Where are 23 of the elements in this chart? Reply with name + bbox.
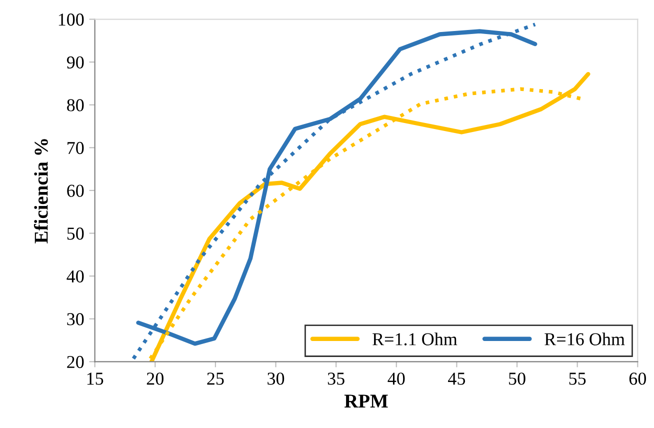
- x-tick-label: 15: [87, 372, 104, 385]
- y-tick-label: 100: [58, 14, 84, 26]
- y-tick-label: 40: [66, 270, 84, 282]
- legend-label: R=1.1 Ohm: [372, 332, 458, 346]
- y-tick-label: 80: [67, 99, 84, 112]
- x-tick-label: 20: [146, 372, 164, 385]
- y-tick-label: 30: [67, 313, 84, 326]
- x-tick-label: 35: [328, 372, 344, 385]
- x-tick-label: 60: [629, 372, 646, 385]
- x-tick-label: 25: [207, 372, 224, 385]
- y-tick-label: 90: [66, 56, 84, 68]
- y-tick-label: 20: [67, 356, 84, 368]
- x-tick-label: 55: [569, 372, 586, 385]
- y-tick-label: 60: [67, 184, 84, 197]
- x-tick-label: 50: [509, 372, 526, 385]
- y-tick-label: 70: [68, 142, 84, 154]
- y-axis-title: Eficiencia %: [34, 139, 48, 244]
- legend-label: R=16 Ohm: [544, 332, 625, 346]
- y-tick-label: 50: [67, 228, 84, 240]
- x-tick-label: 30: [268, 372, 284, 385]
- x-axis-title: RPM: [344, 394, 388, 408]
- x-tick-label: 45: [448, 372, 466, 385]
- x-tick-label: 40: [388, 372, 405, 385]
